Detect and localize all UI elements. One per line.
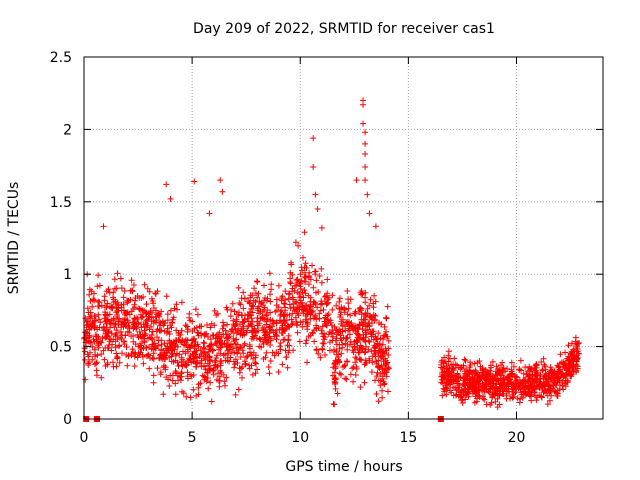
- x-tick-label: 0: [80, 430, 89, 446]
- x-tick-label: 5: [188, 430, 197, 446]
- y-tick-label: 0: [63, 412, 72, 428]
- x-axis-label: GPS time / hours: [285, 459, 402, 475]
- x-tick-label: 10: [291, 430, 309, 446]
- chart-title: Day 209 of 2022, SRMTID for receiver cas…: [193, 21, 495, 37]
- y-tick-label: 1.5: [50, 195, 72, 211]
- y-tick-label: 2.5: [50, 50, 72, 66]
- scatter-markers: [81, 97, 583, 411]
- axis-ticks: 0 5 10 15 20 0 0.5 1 1.5 2 2.5: [50, 50, 603, 446]
- y-tick-label: 0.5: [50, 340, 72, 356]
- y-tick-label: 2: [63, 122, 72, 138]
- plot-frame: [83, 56, 604, 420]
- y-axis-label: SRMTID / TECUs: [6, 182, 22, 295]
- x-tick-label: 15: [399, 430, 417, 446]
- grid: [84, 57, 603, 419]
- x-tick-label: 20: [508, 430, 526, 446]
- data-points: [81, 97, 583, 422]
- y-tick-label: 1: [63, 267, 72, 283]
